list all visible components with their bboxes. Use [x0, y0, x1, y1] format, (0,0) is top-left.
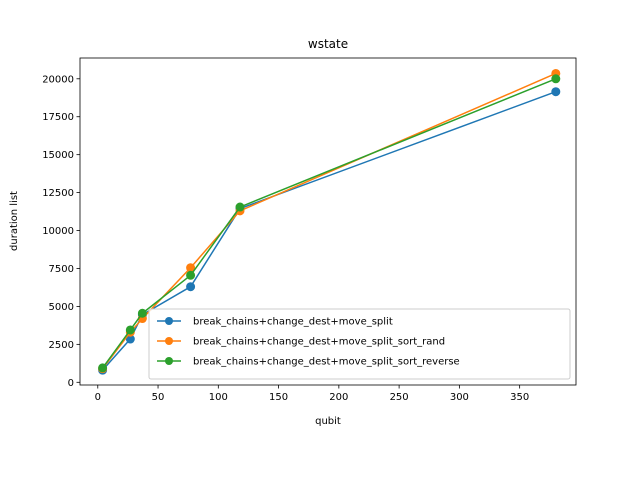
legend-item-1: break_chains+change_dest+move_split: [157, 317, 393, 328]
data-point: [98, 363, 108, 373]
data-point: [235, 202, 245, 212]
x-tick-label: 350: [510, 392, 529, 403]
y-tick-label: 5000: [49, 302, 74, 313]
y-axis-title: duration list: [9, 191, 20, 251]
x-tick-label: 200: [329, 392, 348, 403]
series-3: [98, 74, 561, 373]
y-tick-label: 20000: [42, 74, 74, 85]
x-tick-label: 50: [152, 392, 165, 403]
legend-marker: [165, 357, 173, 365]
data-point: [137, 308, 147, 318]
data-point: [125, 325, 135, 335]
data-point: [186, 282, 196, 292]
legend-label: break_chains+change_dest+move_split_sort…: [193, 337, 445, 348]
series-layer: [98, 68, 561, 375]
legend-label: break_chains+change_dest+move_split: [193, 317, 393, 328]
y-tick-label: 12500: [42, 188, 74, 199]
data-point: [551, 74, 561, 84]
legend-item-2: break_chains+change_dest+move_split_sort…: [157, 337, 445, 348]
x-tick-label: 0: [95, 392, 101, 403]
legend-label: break_chains+change_dest+move_split_sort…: [193, 357, 460, 368]
x-tick-label: 150: [269, 392, 288, 403]
plot-frame: [79, 57, 577, 386]
legend: break_chains+change_dest+move_splitbreak…: [148, 308, 571, 380]
chart-title: wstate: [308, 37, 348, 51]
axes-layer: 0 50 100 150 200 250 300 350 0 2500 5000 7500 10000 1…: [42, 57, 577, 403]
x-tick-label: 300: [450, 392, 469, 403]
y-tick-label: 15000: [42, 150, 74, 161]
x-tick-label: 250: [390, 392, 409, 403]
series-line: [102, 72, 557, 370]
y-tick-label: 2500: [49, 340, 74, 351]
series-line: [101, 78, 557, 369]
y-tick-label: 17500: [42, 112, 74, 123]
series-line: [102, 90, 557, 371]
x-tick-label: 100: [209, 392, 228, 403]
legend-box: [148, 308, 571, 380]
data-point: [186, 270, 196, 280]
legend-item-3: break_chains+change_dest+move_split_sort…: [157, 357, 460, 368]
x-axis-title: qubit: [315, 416, 341, 427]
y-tick-label: 0: [68, 378, 74, 389]
legend-marker: [165, 337, 173, 345]
data-point: [551, 87, 561, 97]
y-tick-label: 10000: [42, 226, 74, 237]
y-tick-label: 7500: [49, 264, 74, 275]
legend-marker: [165, 317, 173, 325]
